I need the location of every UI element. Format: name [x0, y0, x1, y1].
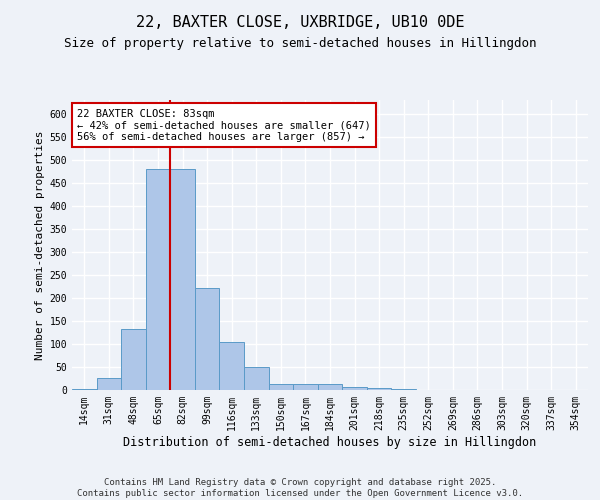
- Bar: [318, 384, 342, 390]
- Text: Size of property relative to semi-detached houses in Hillingdon: Size of property relative to semi-detach…: [64, 38, 536, 51]
- Text: Contains HM Land Registry data © Crown copyright and database right 2025.
Contai: Contains HM Land Registry data © Crown c…: [77, 478, 523, 498]
- Bar: [391, 389, 416, 390]
- Bar: [72, 389, 97, 390]
- X-axis label: Distribution of semi-detached houses by size in Hillingdon: Distribution of semi-detached houses by …: [124, 436, 536, 448]
- Y-axis label: Number of semi-detached properties: Number of semi-detached properties: [35, 130, 46, 360]
- Bar: [220, 342, 244, 390]
- Text: 22 BAXTER CLOSE: 83sqm
← 42% of semi-detached houses are smaller (647)
56% of se: 22 BAXTER CLOSE: 83sqm ← 42% of semi-det…: [77, 108, 371, 142]
- Text: 22, BAXTER CLOSE, UXBRIDGE, UB10 0DE: 22, BAXTER CLOSE, UXBRIDGE, UB10 0DE: [136, 15, 464, 30]
- Bar: [195, 288, 220, 390]
- Bar: [293, 384, 318, 390]
- Bar: [97, 378, 121, 390]
- Bar: [170, 169, 195, 390]
- Bar: [367, 388, 391, 390]
- Bar: [121, 329, 146, 390]
- Bar: [342, 387, 367, 390]
- Bar: [244, 367, 269, 390]
- Bar: [146, 169, 170, 390]
- Bar: [269, 384, 293, 390]
